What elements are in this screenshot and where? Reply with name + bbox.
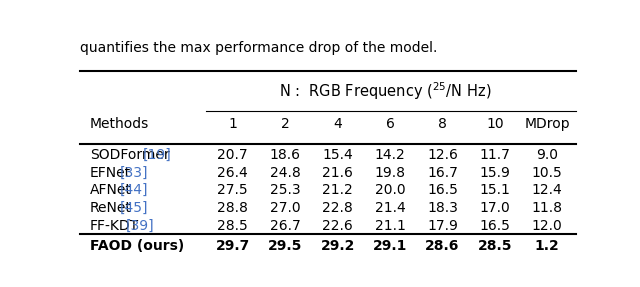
Text: 1.2: 1.2: [535, 239, 559, 253]
Text: 21.1: 21.1: [374, 219, 405, 232]
Text: [45]: [45]: [120, 201, 148, 215]
Text: [33]: [33]: [120, 166, 148, 180]
Text: 10: 10: [486, 117, 504, 131]
Text: 18.6: 18.6: [269, 148, 301, 162]
Text: 22.8: 22.8: [322, 201, 353, 215]
Text: 28.6: 28.6: [425, 239, 460, 253]
Text: 12.0: 12.0: [532, 219, 563, 232]
Text: 8: 8: [438, 117, 447, 131]
Text: [39]: [39]: [125, 219, 154, 232]
Text: 29.7: 29.7: [216, 239, 250, 253]
Text: MDrop: MDrop: [525, 117, 570, 131]
Text: 28.5: 28.5: [218, 219, 248, 232]
Text: [44]: [44]: [120, 183, 148, 197]
Text: 2: 2: [281, 117, 289, 131]
Text: 22.6: 22.6: [322, 219, 353, 232]
Text: 29.2: 29.2: [321, 239, 355, 253]
Text: 12.6: 12.6: [427, 148, 458, 162]
Text: 9.0: 9.0: [536, 148, 558, 162]
Text: N :  RGB Frequency ($^{25}$/N Hz): N : RGB Frequency ($^{25}$/N Hz): [279, 80, 492, 102]
Text: 26.7: 26.7: [269, 219, 301, 232]
Text: 20.7: 20.7: [218, 148, 248, 162]
Text: 14.2: 14.2: [374, 148, 405, 162]
Text: 15.9: 15.9: [479, 166, 510, 180]
Text: 27.5: 27.5: [218, 183, 248, 197]
Text: 21.6: 21.6: [322, 166, 353, 180]
Text: 21.2: 21.2: [322, 183, 353, 197]
Text: 28.8: 28.8: [217, 201, 248, 215]
Text: 11.7: 11.7: [479, 148, 510, 162]
Text: Methods: Methods: [90, 117, 149, 131]
Text: 16.5: 16.5: [427, 183, 458, 197]
Text: 6: 6: [385, 117, 394, 131]
Text: 16.7: 16.7: [427, 166, 458, 180]
Text: 27.0: 27.0: [270, 201, 300, 215]
Text: ReNet: ReNet: [90, 201, 132, 215]
Text: 15.1: 15.1: [479, 183, 510, 197]
Text: 12.4: 12.4: [532, 183, 563, 197]
Text: 25.3: 25.3: [270, 183, 300, 197]
Text: 21.4: 21.4: [374, 201, 405, 215]
Text: 4: 4: [333, 117, 342, 131]
Text: SODFormer: SODFormer: [90, 148, 170, 162]
Text: [19]: [19]: [142, 148, 171, 162]
Text: quantifies the max performance drop of the model.: quantifies the max performance drop of t…: [80, 41, 437, 55]
Text: 29.5: 29.5: [268, 239, 302, 253]
Text: 24.8: 24.8: [269, 166, 301, 180]
Text: AFNet: AFNet: [90, 183, 132, 197]
Text: 15.4: 15.4: [322, 148, 353, 162]
Text: 11.8: 11.8: [532, 201, 563, 215]
Text: 17.0: 17.0: [479, 201, 510, 215]
Text: 26.4: 26.4: [218, 166, 248, 180]
Text: 28.5: 28.5: [477, 239, 512, 253]
Text: EFNet: EFNet: [90, 166, 131, 180]
Text: 19.8: 19.8: [374, 166, 406, 180]
Text: 29.1: 29.1: [373, 239, 407, 253]
Text: 16.5: 16.5: [479, 219, 510, 232]
Text: 1: 1: [228, 117, 237, 131]
Text: 18.3: 18.3: [427, 201, 458, 215]
Text: FF-KDT: FF-KDT: [90, 219, 139, 232]
Text: 10.5: 10.5: [532, 166, 563, 180]
Text: 17.9: 17.9: [427, 219, 458, 232]
Text: FAOD (ours): FAOD (ours): [90, 239, 184, 253]
Text: 20.0: 20.0: [374, 183, 405, 197]
